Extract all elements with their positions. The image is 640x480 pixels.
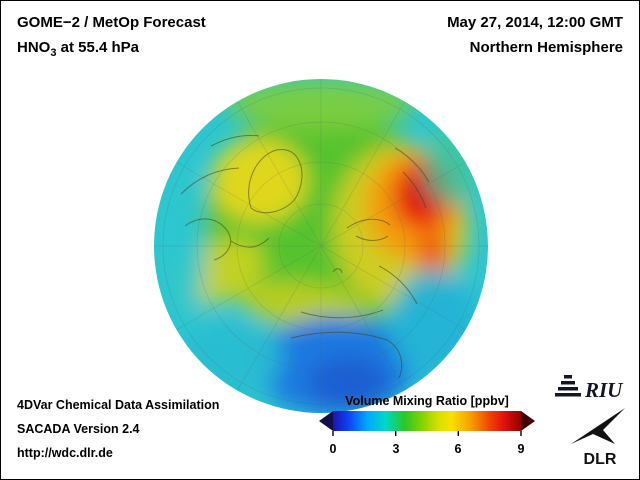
colorbar-title: Volume Mixing Ratio [ppbv] (345, 394, 509, 408)
assimilation-line: 4DVar Chemical Data Assimilation (17, 398, 220, 412)
version-line: SACADA Version 2.4 (17, 422, 140, 436)
colorbar: Volume Mixing Ratio [ppbv] 0 3 6 9 (319, 394, 535, 458)
species-level-line: HNO3 at 55.4 hPa (17, 35, 206, 66)
tick-label-6: 6 (454, 442, 462, 456)
species-subscript: 3 (50, 47, 57, 59)
riu-logo-text: RIU (584, 378, 624, 402)
pressure-level: at 55.4 hPa (56, 39, 140, 56)
colorbar-svg (319, 411, 535, 436)
data-field-blobs (154, 79, 479, 413)
species-name: HNO (17, 39, 51, 56)
datetime-label: May 27, 2014, 12:00 GMT (447, 14, 623, 31)
coastlines (180, 135, 430, 379)
colorbar-left-arrow (319, 411, 333, 431)
url-line: http://wdc.dlr.de (17, 446, 113, 460)
colorbar-gradient-bar (333, 411, 521, 431)
riu-logo: RIU (553, 372, 631, 407)
tick-label-9: 9 (517, 442, 525, 456)
header-left: GOME−2 / MetOp Forecast HNO3 at 55.4 hPa (17, 10, 206, 66)
dlr-logo-mark (571, 408, 625, 444)
header-right: May 27, 2014, 12:00 GMT Northern Hemisph… (447, 10, 623, 60)
tick-label-0: 0 (329, 442, 337, 456)
dlr-logo-text: DLR (584, 451, 617, 468)
hemisphere-map (151, 76, 491, 416)
hemisphere-map-svg (154, 79, 488, 413)
footer-left: 4DVar Chemical Data Assimilation SACADA … (17, 393, 219, 465)
colorbar-right-arrow (521, 411, 535, 431)
tick-label-3: 3 (392, 442, 400, 456)
region-label: Northern Hemisphere (469, 39, 623, 56)
colorbar-tick-labels: 0 3 6 9 (319, 442, 535, 458)
riu-logo-mark (555, 375, 581, 397)
dlr-logo: DLR (567, 402, 633, 473)
product-title: GOME−2 / MetOp Forecast (17, 14, 206, 31)
colorbar-tick-marks (332, 431, 522, 436)
